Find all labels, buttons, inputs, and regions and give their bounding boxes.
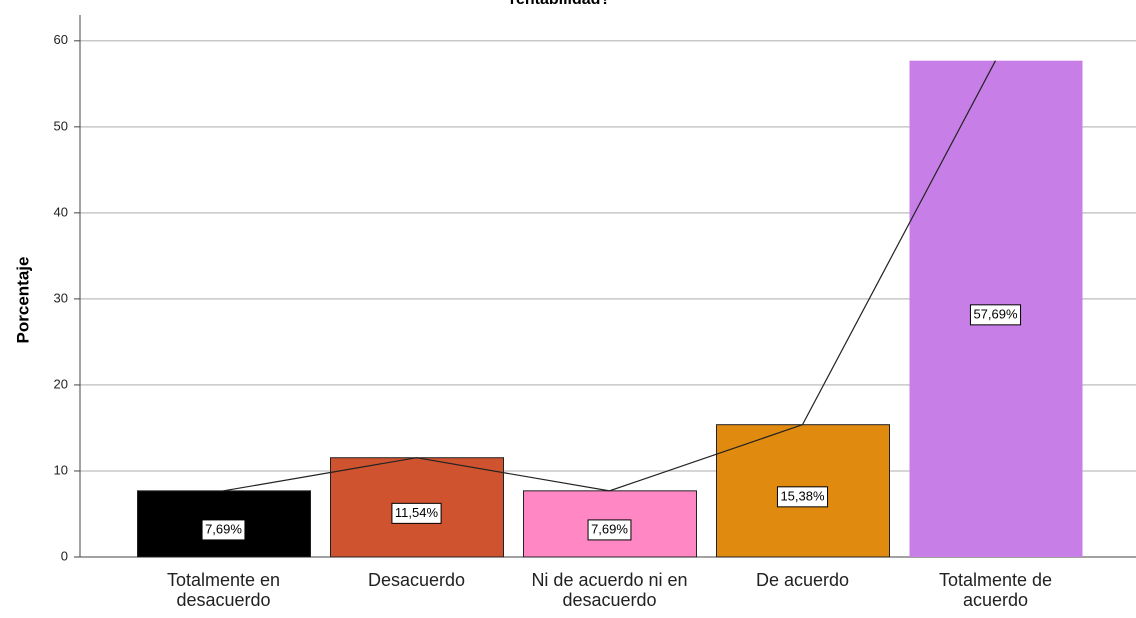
value-label-box bbox=[587, 519, 632, 541]
y-tick-label: 60 bbox=[54, 32, 68, 47]
value-label: 7,69% bbox=[591, 521, 628, 536]
x-tick-label: Ni de acuerdo ni en desacuerdo bbox=[531, 570, 688, 610]
y-tick-label: 0 bbox=[61, 548, 68, 563]
value-label: 15,38% bbox=[780, 488, 825, 503]
y-tick-label: 30 bbox=[54, 290, 68, 305]
value-label-box bbox=[391, 502, 442, 524]
x-tick-label: Totalmente de acuerdo bbox=[938, 570, 1053, 610]
value-label: 11,54% bbox=[395, 505, 439, 520]
x-tick-label: Desacuerdo bbox=[367, 570, 466, 590]
y-tick-label: 50 bbox=[54, 118, 68, 133]
y-tick-label: 20 bbox=[54, 376, 68, 391]
value-label-box bbox=[969, 304, 1022, 326]
value-label-box bbox=[776, 486, 829, 508]
value-label: 57,69% bbox=[973, 306, 1018, 321]
y-tick-label: 10 bbox=[54, 462, 68, 477]
y-axis-label: Porcentaje bbox=[13, 257, 32, 344]
trend-line bbox=[223, 60, 997, 492]
value-label-box bbox=[201, 519, 246, 541]
x-tick-label: De acuerdo bbox=[755, 570, 850, 590]
value-label: 7,69% bbox=[205, 521, 242, 536]
y-tick-label: 40 bbox=[54, 204, 68, 219]
chart-title: rentabilidad? bbox=[510, 0, 610, 8]
x-tick-label: Totalmente en desacuerdo bbox=[166, 570, 281, 610]
